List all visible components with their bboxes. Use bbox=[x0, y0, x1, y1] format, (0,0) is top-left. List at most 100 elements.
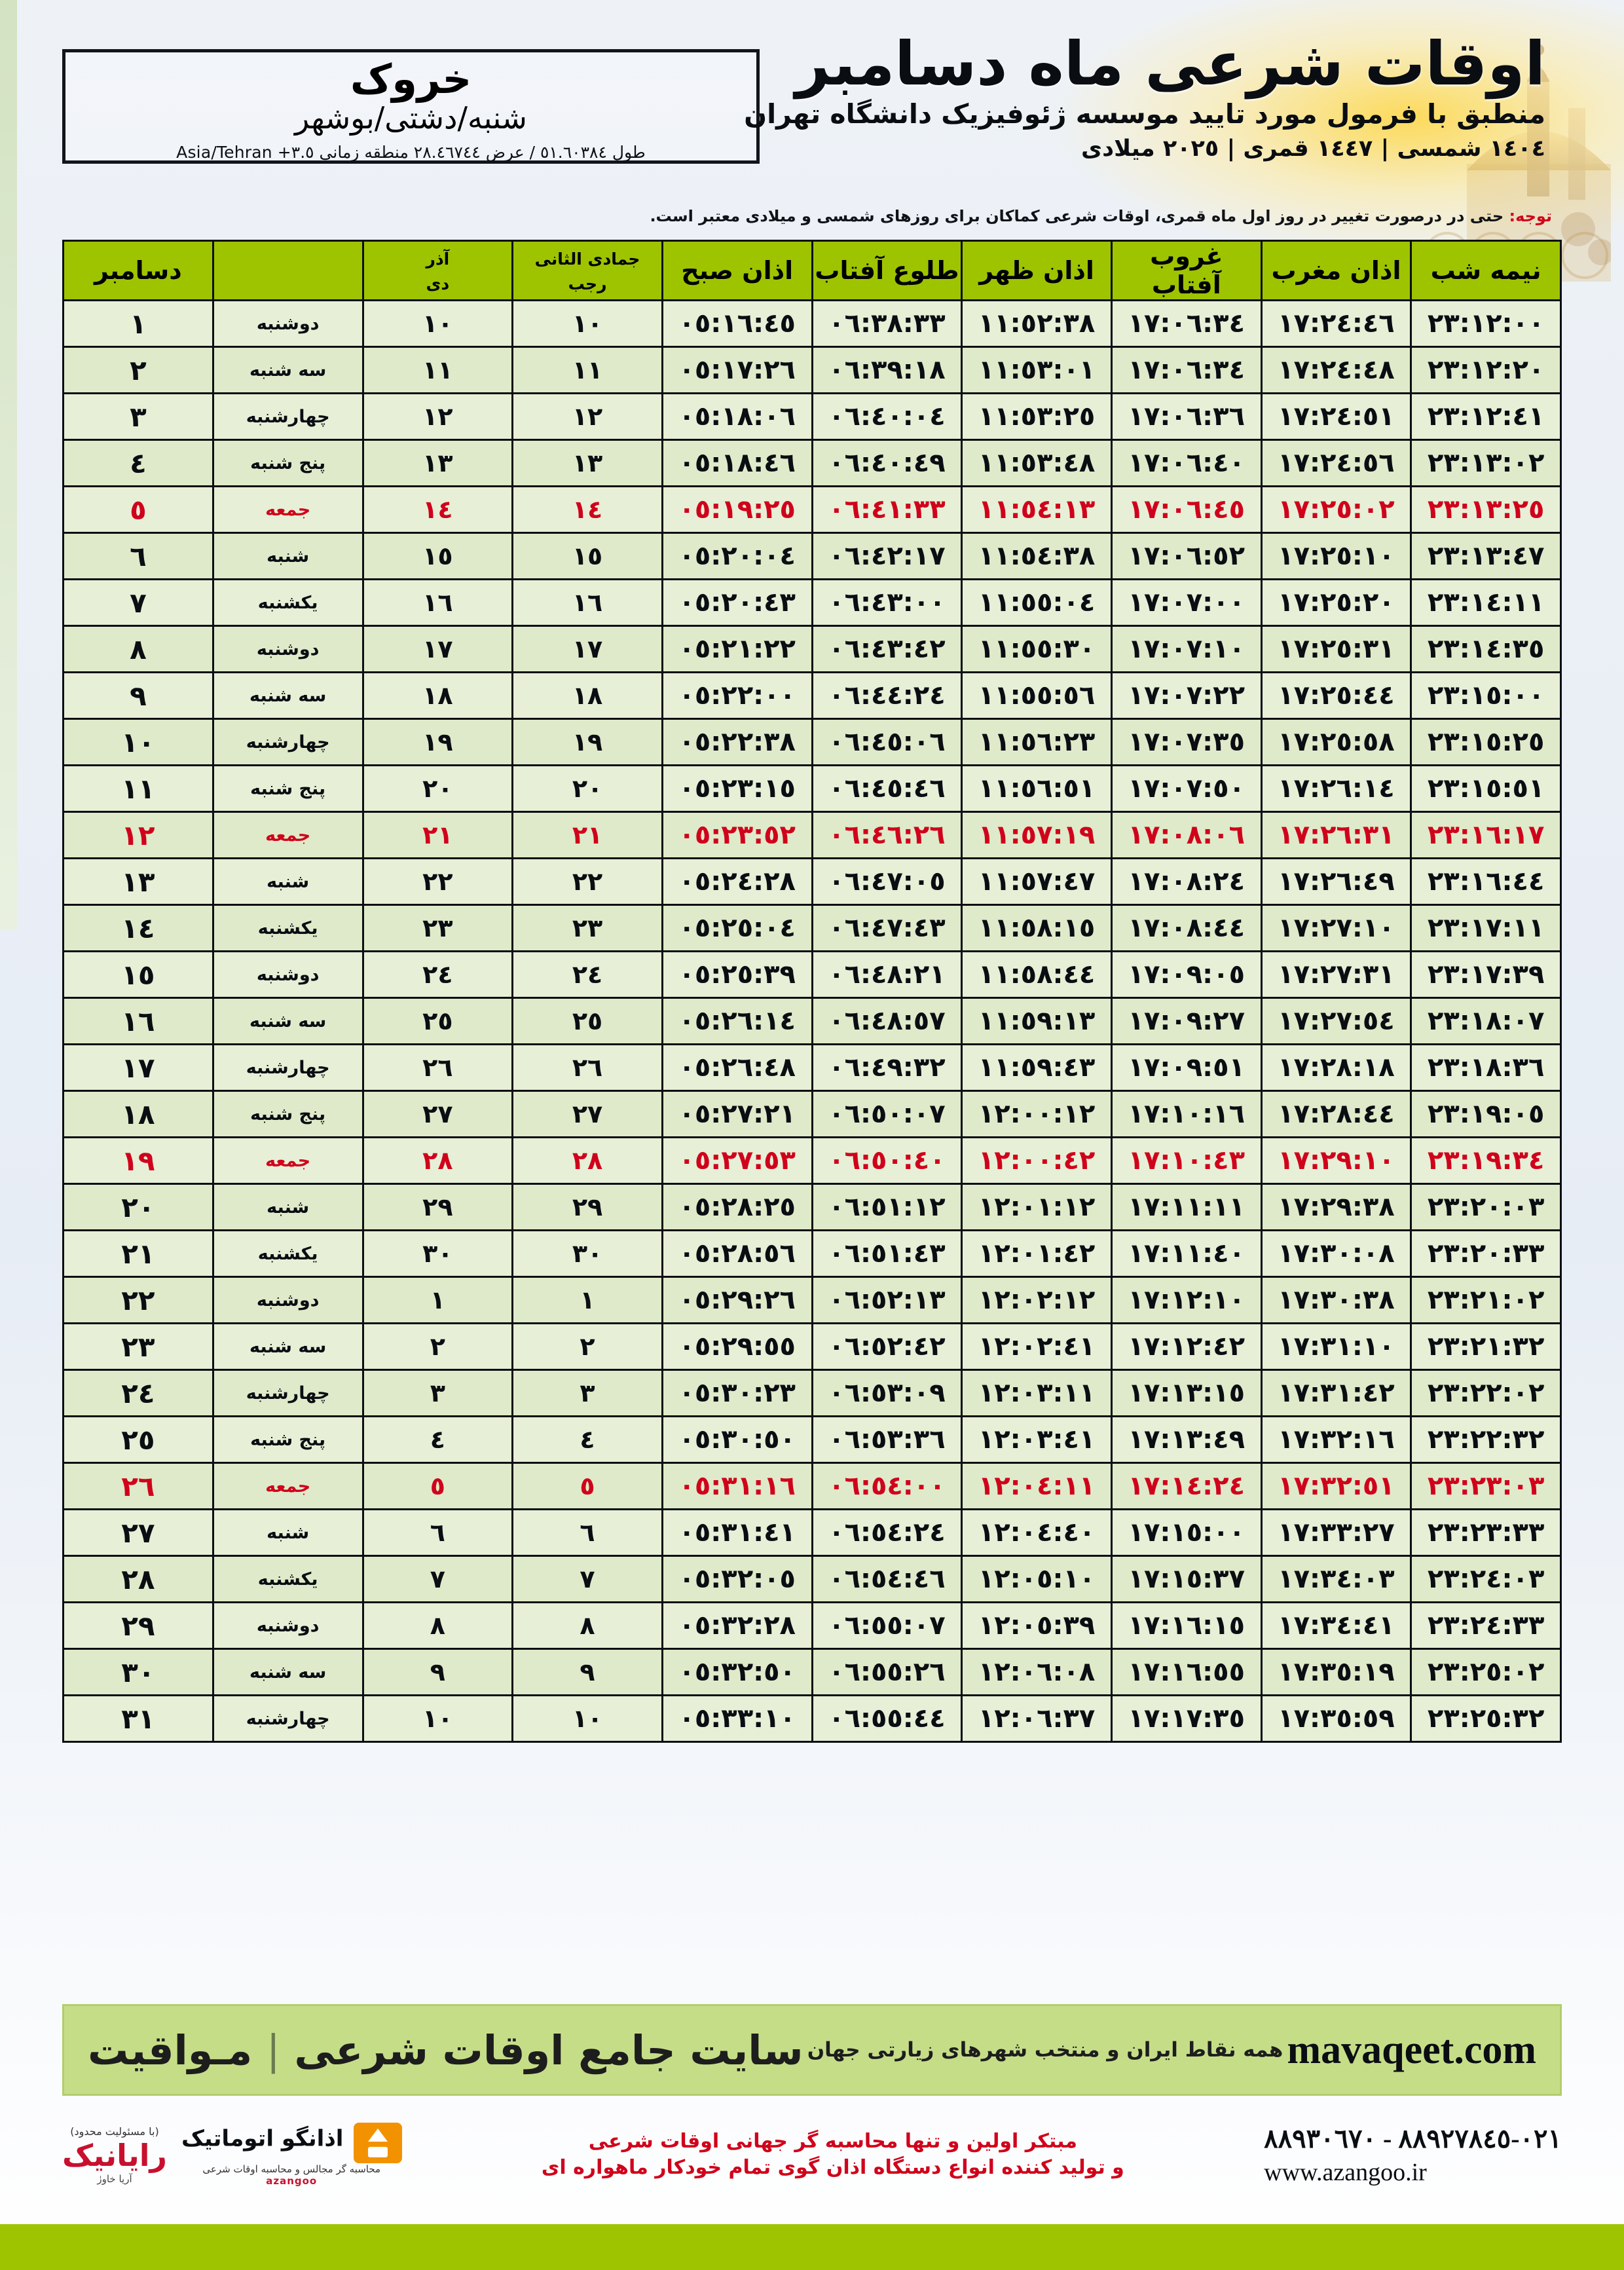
cell-weekday: پنج شنبه bbox=[212, 1090, 364, 1138]
cell-hijri-lunar-day: ٢٩ bbox=[511, 1183, 663, 1231]
cell-dhuhr: ١١:٥٢:٣٨ bbox=[961, 299, 1113, 348]
cell-sunset: ١٧:١٢:١٠ bbox=[1110, 1276, 1263, 1324]
cell-midnight: ٢٣:١٧:٣٩ bbox=[1410, 950, 1562, 999]
cell-hijri-solar-day: ٩ bbox=[361, 1648, 514, 1696]
cell-dhuhr: ١١:٥٣:٤٨ bbox=[961, 439, 1113, 487]
cell-weekday: یکشنبه bbox=[212, 904, 364, 952]
cell-sunset: ١٧:١٥:٠٠ bbox=[1110, 1508, 1263, 1557]
table-row: ٢٣:١٣:٠٢ ١٧:٢٤:٥٦ ١٧:٠٦:٤٠ ١١:٥٣:٤٨ ٠٦:٤٠:٤٩… bbox=[62, 439, 1562, 487]
cell-weekday: جمعه bbox=[212, 485, 364, 534]
cell-dhuhr: ١١:٥٩:٤٣ bbox=[961, 1043, 1113, 1092]
cell-midnight: ٢٣:١٣:٠٢ bbox=[1410, 439, 1562, 487]
cell-sunrise: ٠٦:٥٣:٠٩ bbox=[811, 1369, 963, 1417]
cell-sunrise: ٠٦:٥١:١٢ bbox=[811, 1183, 963, 1231]
cell-hijri-lunar-day: ٦ bbox=[511, 1508, 663, 1557]
cell-midnight: ٢٣:٢٥:٠٢ bbox=[1410, 1648, 1562, 1696]
cell-maghrib: ١٧:٢٤:٥١ bbox=[1260, 392, 1412, 441]
cell-dhuhr: ١٢:٠٢:١٢ bbox=[961, 1276, 1113, 1324]
cell-maghrib: ١٧:٢٦:٣١ bbox=[1260, 811, 1412, 859]
cell-fajr: ٠٥:٣٣:١٠ bbox=[661, 1694, 813, 1743]
cell-gregorian-day: ٣١ bbox=[62, 1694, 214, 1743]
cell-midnight: ٢٣:٢٤:٠٣ bbox=[1410, 1555, 1562, 1603]
validity-note: توجه: حتی در درصورت تغییر در روز اول ماه… bbox=[52, 207, 1552, 225]
cell-maghrib: ١٧:٢٥:٥٨ bbox=[1260, 718, 1412, 766]
cell-fajr: ٠٥:١٦:٤٥ bbox=[661, 299, 813, 348]
cell-dhuhr: ١١:٥٩:١٣ bbox=[961, 997, 1113, 1045]
cell-hijri-solar-day: ٤ bbox=[361, 1415, 514, 1464]
cell-dhuhr: ١١:٥٣:٢٥ bbox=[961, 392, 1113, 441]
table-row: ٢٣:٢٥:٣٢ ١٧:٣٥:٥٩ ١٧:١٧:٣٥ ١٢:٠٦:٣٧ ٠٦:٥٥:٤٤… bbox=[62, 1694, 1562, 1743]
cell-hijri-lunar-day: ٢٤ bbox=[511, 950, 663, 999]
cell-sunset: ١٧:١٣:١٥ bbox=[1110, 1369, 1263, 1417]
cell-dhuhr: ١١:٥٥:٥٦ bbox=[961, 671, 1113, 720]
cell-sunrise: ٠٦:٤١:٣٣ bbox=[811, 485, 963, 534]
cell-dhuhr: ١٢:٠١:٤٢ bbox=[961, 1229, 1113, 1278]
cell-maghrib: ١٧:٣٥:٥٩ bbox=[1260, 1694, 1412, 1743]
cell-weekday: دوشنبه bbox=[212, 1276, 364, 1324]
note-keyword: توجه: bbox=[1509, 207, 1552, 225]
cell-weekday: یکشنبه bbox=[212, 578, 364, 627]
cell-sunrise: ٠٦:٣٨:٣٣ bbox=[811, 299, 963, 348]
cell-weekday: سه شنبه bbox=[212, 346, 364, 394]
cell-dhuhr: ١٢:٠٥:١٠ bbox=[961, 1555, 1113, 1603]
cell-sunset: ١٧:٠٧:٥٠ bbox=[1110, 764, 1263, 813]
cell-hijri-lunar-day: ٣ bbox=[511, 1369, 663, 1417]
brand-website[interactable]: mavaqeet.com bbox=[1287, 2027, 1536, 2072]
location-box: خروک شنبه/دشتی/بوشهر طول ٥١.٦٠٣٨٤ / عرض … bbox=[62, 49, 760, 164]
cell-sunrise: ٠٦:٥٢:٤٢ bbox=[811, 1322, 963, 1371]
table-row: ٢٣:٢٢:٣٢ ١٧:٣٢:١٦ ١٧:١٣:٤٩ ١٢:٠٣:٤١ ٠٦:٥٣:٣٦… bbox=[62, 1415, 1562, 1464]
cell-sunset: ١٧:٠٦:٤٥ bbox=[1110, 485, 1263, 534]
cell-hijri-lunar-day: ٢٨ bbox=[511, 1136, 663, 1185]
cell-hijri-lunar-day: ٢٥ bbox=[511, 997, 663, 1045]
col-header-rajab: رجب bbox=[568, 274, 607, 293]
table-row: ٢٣:١٧:١١ ١٧:٢٧:١٠ ١٧:٠٨:٤٤ ١١:٥٨:١٥ ٠٦:٤٧:٤٣… bbox=[62, 904, 1562, 952]
cell-hijri-solar-day: ٧ bbox=[361, 1555, 514, 1603]
cell-hijri-solar-day: ١٢ bbox=[361, 392, 514, 441]
table-row: ٢٣:١٥:٠٠ ١٧:٢٥:٤٤ ١٧:٠٧:٢٢ ١١:٥٥:٥٦ ٠٦:٤٤:٢٤… bbox=[62, 671, 1562, 720]
cell-hijri-lunar-day: ٢٣ bbox=[511, 904, 663, 952]
cell-hijri-lunar-day: ٢ bbox=[511, 1322, 663, 1371]
cell-weekday: سه شنبه bbox=[212, 1322, 364, 1371]
table-row: ٢٣:١٢:٠٠ ١٧:٢٤:٤٦ ١٧:٠٦:٣٤ ١١:٥٢:٣٨ ٠٦:٣٨:٣٣… bbox=[62, 299, 1562, 348]
cell-sunset: ١٧:١٥:٣٧ bbox=[1110, 1555, 1263, 1603]
cell-gregorian-day: ٥ bbox=[62, 485, 214, 534]
brand-separator: | bbox=[266, 2026, 280, 2074]
cell-gregorian-day: ٧ bbox=[62, 578, 214, 627]
cell-gregorian-day: ٢٤ bbox=[62, 1369, 214, 1417]
cell-gregorian-day: ١٠ bbox=[62, 718, 214, 766]
table-row: ٢٣:١٢:٢٠ ١٧:٢٤:٤٨ ١٧:٠٦:٣٤ ١١:٥٣:٠١ ٠٦:٣٩:١٨… bbox=[62, 346, 1562, 394]
cell-dhuhr: ١١:٥٥:٠٤ bbox=[961, 578, 1113, 627]
cell-dhuhr: ١١:٥٧:١٩ bbox=[961, 811, 1113, 859]
cell-sunset: ١٧:١٠:٤٣ bbox=[1110, 1136, 1263, 1185]
contact-website[interactable]: www.azangoo.ir bbox=[1264, 2158, 1427, 2186]
cell-sunset: ١٧:١٠:١٦ bbox=[1110, 1090, 1263, 1138]
cell-maghrib: ١٧:٢٧:٣١ bbox=[1260, 950, 1412, 999]
cell-hijri-lunar-day: ١٠ bbox=[511, 1694, 663, 1743]
cell-gregorian-day: ١٤ bbox=[62, 904, 214, 952]
cell-dhuhr: ١٢:٠٣:١١ bbox=[961, 1369, 1113, 1417]
cell-dhuhr: ١١:٥٥:٣٠ bbox=[961, 625, 1113, 673]
cell-dhuhr: ١٢:٠٤:١١ bbox=[961, 1462, 1113, 1510]
cell-maghrib: ١٧:٣٥:١٩ bbox=[1260, 1648, 1412, 1696]
slogan-line-2: و تولید کننده انواع دستگاه اذان گوی تمام… bbox=[541, 2156, 1124, 2179]
cell-maghrib: ١٧:٢٦:٤٩ bbox=[1260, 857, 1412, 906]
cell-hijri-solar-day: ٥ bbox=[361, 1462, 514, 1510]
cell-midnight: ٢٣:٢٢:٠٢ bbox=[1410, 1369, 1562, 1417]
cell-maghrib: ١٧:٢٥:١٠ bbox=[1260, 532, 1412, 580]
cell-weekday: شنبه bbox=[212, 1183, 364, 1231]
table-header: نیمه شب اذان مغرب غروب آفتاب اذان ظهر طل… bbox=[62, 240, 1562, 301]
azangoo-wordmark: azangoo bbox=[266, 2175, 318, 2187]
cell-fajr: ٠٥:٢٣:١٥ bbox=[661, 764, 813, 813]
cell-hijri-solar-day: ١٥ bbox=[361, 532, 514, 580]
cell-sunset: ١٧:٠٦:٤٠ bbox=[1110, 439, 1263, 487]
cell-sunrise: ٠٦:٤٥:٠٦ bbox=[811, 718, 963, 766]
cell-hijri-solar-day: ١٤ bbox=[361, 485, 514, 534]
cell-sunrise: ٠٦:٤٨:٥٧ bbox=[811, 997, 963, 1045]
table-row: ٢٣:١٤:٣٥ ١٧:٢٥:٣١ ١٧:٠٧:١٠ ١١:٥٥:٣٠ ٠٦:٤٣:٤٢… bbox=[62, 625, 1562, 673]
cell-weekday: دوشنبه bbox=[212, 625, 364, 673]
cell-sunset: ١٧:٠٦:٣٤ bbox=[1110, 299, 1263, 348]
cell-dhuhr: ١٢:٠٠:١٢ bbox=[961, 1090, 1113, 1138]
page-title: اوقات شرعی ماه دسامبر bbox=[795, 29, 1545, 99]
calendar-date-line: ١٤٠٤ شمسی | ١٤٤٧ قمری | ٢٠٢٥ میلادی bbox=[1081, 136, 1545, 162]
city-coordinates: طول ٥١.٦٠٣٨٤ / عرض ٢٨.٤٦٧٤٤ منطقه زمانی … bbox=[176, 142, 646, 162]
